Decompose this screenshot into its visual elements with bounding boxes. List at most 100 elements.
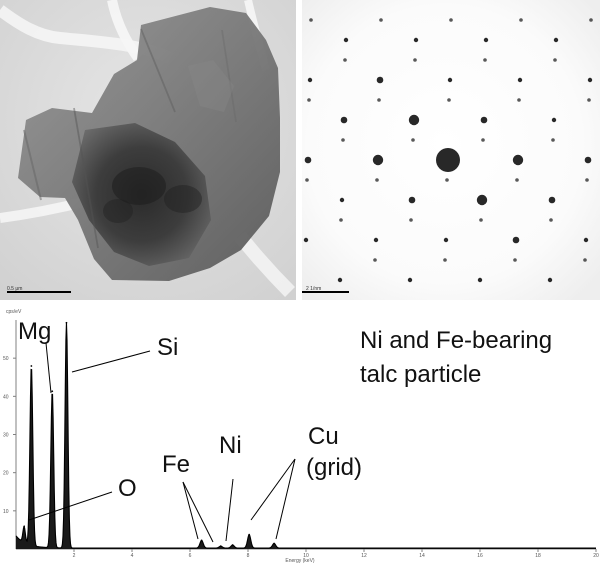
x-axis-tick-label: 2 xyxy=(73,553,76,559)
saed-diffraction-spot xyxy=(376,76,384,84)
saed-diffraction-spot xyxy=(584,156,592,164)
saed-diffraction-spot xyxy=(548,196,556,204)
saed-diffraction-spot xyxy=(583,237,589,243)
saed-diffraction-spot xyxy=(587,77,593,83)
saed-diffraction-spot xyxy=(483,37,489,43)
saed-diffraction-spot xyxy=(515,178,519,182)
saed-diffraction-spot xyxy=(481,138,485,142)
saed-diffraction-spot xyxy=(339,197,345,203)
saed-diffraction-spot xyxy=(375,178,379,182)
saed-diffraction-spot xyxy=(307,77,313,83)
saed-diffraction-spot xyxy=(551,138,555,142)
saed-diffraction-spot xyxy=(408,196,416,204)
eds-spectrum-panel: cps/eV Energy (keV) 10 20 30 40 50 2 4 6 8 10 12 14 16… xyxy=(0,305,600,570)
saed-diffraction-spot xyxy=(512,154,524,166)
callout-cu-b xyxy=(275,458,296,540)
eds-peak-marker xyxy=(65,321,68,324)
saed-diffraction-spot xyxy=(379,18,383,22)
y-axis-tick-label: 40 xyxy=(3,394,9,400)
saed-diffraction-spot xyxy=(553,37,559,43)
eds-title-line-2: talc particle xyxy=(360,361,482,388)
saed-diffraction-spot xyxy=(583,258,587,262)
x-axis-tick-label: 14 xyxy=(419,553,425,559)
y-axis-tick-label: 50 xyxy=(3,356,9,362)
saed-diffraction-spot xyxy=(307,98,311,102)
saed-diffraction-spot xyxy=(343,58,347,62)
saed-diffraction-spot xyxy=(513,258,517,262)
x-axis-tick-label: 10 xyxy=(303,553,309,559)
eds-peak-marker xyxy=(248,533,251,536)
saed-scale-label: 2 1/nm xyxy=(306,286,322,292)
saed-diffraction-spot xyxy=(373,258,377,262)
saed-pattern-image xyxy=(302,0,600,300)
saed-diffraction-spot xyxy=(479,218,483,222)
saed-diffraction-spot xyxy=(549,218,553,222)
x-axis-tick-label: 6 xyxy=(189,553,192,559)
x-axis-tick-label: 16 xyxy=(477,553,483,559)
saed-diffraction-spot xyxy=(551,117,557,123)
saed-diffraction-spot xyxy=(303,237,309,243)
eds-peak-marker xyxy=(231,544,234,546)
callout-o xyxy=(28,491,113,521)
saed-pattern-panel: 2 1/nm xyxy=(302,0,600,300)
y-axis-tick-label: 20 xyxy=(3,471,9,477)
tem-micrograph-panel: 0.5 μm xyxy=(0,0,296,300)
saed-diffraction-spot xyxy=(589,18,593,22)
eds-peak-marker xyxy=(200,539,203,542)
saed-diffraction-spot xyxy=(447,77,453,83)
saed-diffraction-spot xyxy=(409,218,413,222)
saed-diffraction-spot xyxy=(413,58,417,62)
eds-spectrum-area xyxy=(16,322,596,549)
saed-diffraction-spot xyxy=(377,98,381,102)
saed-diffraction-spot xyxy=(476,194,488,206)
saed-diffraction-spot xyxy=(408,114,420,126)
saed-diffraction-spot xyxy=(340,116,348,124)
y-axis-tick-label: 10 xyxy=(3,509,9,515)
saed-diffraction-spot xyxy=(447,98,451,102)
x-axis-tick-label: 8 xyxy=(247,553,250,559)
eds-title-line-1: Ni and Fe-bearing xyxy=(360,327,553,354)
tem-scale-bar xyxy=(7,291,71,293)
callout-si xyxy=(71,350,151,373)
saed-diffraction-spot xyxy=(585,178,589,182)
saed-diffraction-spot xyxy=(341,138,345,142)
saed-diffraction-spot xyxy=(372,154,384,166)
saed-diffraction-spot xyxy=(445,178,449,182)
tem-scale-label: 0.5 μm xyxy=(7,286,23,292)
eds-peak-marker xyxy=(30,365,33,367)
saed-diffraction-spot xyxy=(512,236,520,244)
saed-diffraction-spot xyxy=(411,138,415,142)
label-si: Si xyxy=(157,334,179,361)
x-axis-tick-label: 20 xyxy=(593,553,599,559)
eds-peak-marker xyxy=(273,542,275,545)
label-fe: Fe xyxy=(162,451,191,478)
saed-diffraction-spot xyxy=(304,156,312,164)
callout-fe-b xyxy=(182,481,199,540)
label-mg: Mg xyxy=(18,318,52,345)
saed-diffraction-spot xyxy=(553,58,557,62)
saed-diffraction-spot xyxy=(309,18,313,22)
eds-peak-marker xyxy=(51,390,54,393)
saed-diffraction-spot xyxy=(587,98,591,102)
saed-diffraction-spot xyxy=(373,237,379,243)
saed-scale-bar xyxy=(302,291,349,293)
callout-fe-a xyxy=(182,481,214,543)
y-axis-label: cps/eV xyxy=(6,309,22,315)
saed-diffraction-spot xyxy=(337,277,343,283)
saed-diffraction-spot xyxy=(343,37,349,43)
saed-diffraction-spot xyxy=(449,18,453,22)
y-axis-tick-label: 30 xyxy=(3,433,9,439)
label-grid: (grid) xyxy=(306,454,363,481)
saed-diffraction-spot xyxy=(407,277,413,283)
saed-diffraction-spot xyxy=(517,77,523,83)
saed-diffraction-spot xyxy=(483,58,487,62)
eds-peak-marker xyxy=(219,545,222,548)
tem-micrograph-image xyxy=(0,0,296,300)
label-o: O xyxy=(118,475,137,502)
callout-mg xyxy=(45,342,52,394)
eds-spectrum-line xyxy=(15,322,596,549)
x-axis-tick-label: 12 xyxy=(361,553,367,559)
x-axis-tick-label: 18 xyxy=(535,553,541,559)
x-axis-label: Energy (keV) xyxy=(285,558,315,564)
